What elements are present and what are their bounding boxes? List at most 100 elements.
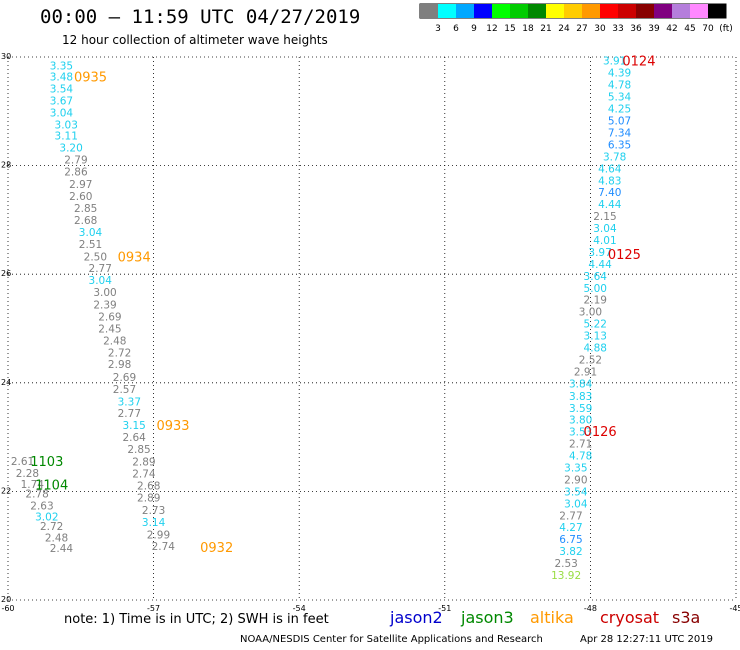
- wave-height-label: 2.97: [69, 179, 92, 191]
- wave-height-label: 7.34: [608, 127, 632, 139]
- y-tick-label: 26: [1, 269, 11, 278]
- x-tick-label: -45: [729, 604, 740, 613]
- colorbar-label: 15: [504, 24, 515, 34]
- wave-height-label: 2.77: [89, 263, 112, 275]
- y-tick-label: 28: [1, 161, 11, 170]
- colorbar-label: 45: [684, 24, 695, 34]
- wave-height-label: 2.72: [40, 521, 63, 533]
- pass-time-label: 0124: [622, 54, 655, 69]
- x-tick-label: -54: [293, 604, 306, 613]
- wave-height-label: 3.04: [564, 498, 588, 510]
- wave-height-label: 3.00: [93, 287, 116, 299]
- legend-item-jason3: jason3: [461, 608, 514, 627]
- wave-height-label: 3.54: [50, 83, 74, 95]
- wave-height-label: 2.86: [64, 167, 88, 179]
- wave-height-label: 3.04: [593, 223, 617, 235]
- y-tick-label: 20: [1, 595, 11, 604]
- wave-height-label: 5.07: [608, 116, 631, 128]
- wave-height-label: 2.28: [16, 468, 39, 480]
- pass-time-label: 0933: [156, 419, 189, 434]
- colorbar-label: (ft): [719, 24, 733, 34]
- colorbar-label: 3: [435, 24, 441, 34]
- wave-height-label: 3.97: [588, 247, 611, 259]
- wave-height-label: 3.84: [569, 378, 593, 390]
- colorbar-swatch: [456, 4, 474, 18]
- wave-height-label: 3.35: [50, 61, 73, 73]
- wave-height-label: 13.92: [551, 570, 581, 582]
- wave-height-label: 4.39: [608, 68, 631, 80]
- colorbar-swatch: [708, 4, 726, 18]
- wave-height-label: 3.13: [584, 331, 607, 343]
- wave-height-label: 3.03: [55, 119, 78, 131]
- wave-height-label: 5.22: [584, 319, 607, 331]
- wave-height-label: 4.27: [559, 522, 582, 534]
- footer-credit: NOAA/NESDIS Center for Satellite Applica…: [240, 634, 543, 645]
- colorbar-swatch: [618, 4, 636, 18]
- wave-height-label: 2.60: [69, 191, 92, 203]
- wave-height-label: 3.78: [603, 151, 626, 163]
- wave-height-label: 2.85: [127, 444, 150, 456]
- colorbar-swatch: [510, 4, 528, 18]
- wave-height-label: 4.78: [608, 80, 631, 92]
- wave-height-label: 5.00: [584, 283, 607, 295]
- colorbar-label: 70: [702, 24, 714, 34]
- colorbar-swatch: [420, 4, 438, 18]
- wave-height-label: 2.51: [79, 239, 102, 251]
- wave-height-label: 2.89: [137, 492, 160, 504]
- wave-height-label: 3.59: [569, 403, 592, 415]
- x-tick-label: -60: [1, 604, 14, 613]
- wave-height-label: 2.99: [147, 529, 170, 541]
- wave-height-label: 4.01: [593, 235, 616, 247]
- wave-height-label: 3.37: [118, 396, 141, 408]
- legend-item-altika: altika: [530, 608, 574, 627]
- wave-height-label: 2.64: [122, 432, 146, 444]
- colorbar-swatch: [438, 4, 456, 18]
- wave-height-label: 2.48: [45, 533, 68, 545]
- page-title: 00:00 – 11:59 UTC 04/27/2019: [40, 6, 361, 28]
- y-tick-label: 24: [1, 378, 11, 387]
- pass-time-label: 0935: [74, 71, 107, 86]
- wave-height-label: 3.53: [569, 427, 592, 439]
- wave-height-label: 2.78: [25, 489, 48, 501]
- wave-height-label: 2.68: [137, 480, 160, 492]
- wave-height-label: 2.72: [108, 347, 131, 359]
- wave-height-label: 3.14: [142, 517, 166, 529]
- x-tick-label: -48: [584, 604, 597, 613]
- wave-height-label: 4.83: [598, 175, 621, 187]
- pass-time-label: 1104: [35, 478, 68, 493]
- colorbar-label: 24: [558, 24, 570, 34]
- colorbar-swatch: [564, 4, 582, 18]
- wave-height-label: 3.82: [559, 546, 582, 558]
- wave-height-label: 2.73: [142, 505, 165, 517]
- colorbar-swatch: [492, 4, 510, 18]
- wave-height-label: 2.15: [593, 211, 616, 223]
- wave-height-label: 2.19: [584, 295, 607, 307]
- wave-height-label: 2.52: [579, 354, 602, 366]
- wave-height-label: 3.11: [55, 131, 78, 143]
- colorbar-label: 12: [486, 24, 497, 34]
- wave-height-label: 2.89: [132, 457, 155, 469]
- legend-item-s3a: s3a: [672, 608, 701, 627]
- colorbar-label: 9: [471, 24, 477, 34]
- wave-height-label: 3.48: [50, 72, 73, 84]
- wave-height-label: 6.75: [559, 534, 582, 546]
- wave-height-label: 4.88: [584, 343, 607, 355]
- colorbar-label: 27: [576, 24, 587, 34]
- colorbar-label: 39: [648, 24, 660, 34]
- plot-area: [8, 57, 736, 600]
- wave-height-label: 5.34: [608, 92, 632, 104]
- wave-height-label: 2.44: [50, 543, 74, 555]
- wave-height-label: 6.35: [608, 139, 631, 151]
- x-tick-label: -51: [438, 604, 451, 613]
- pass-time-label: 0126: [584, 425, 617, 440]
- wave-height-label: 3.54: [564, 486, 588, 498]
- wave-height-label: 3.67: [50, 95, 73, 107]
- wave-height-label: 7.40: [598, 187, 621, 199]
- wave-height-label: 3.04: [89, 275, 113, 287]
- colorbar-swatch: [690, 4, 708, 18]
- wave-height-label: 4.44: [598, 199, 622, 211]
- wave-height-label: 3.15: [122, 420, 145, 432]
- wave-height-label: 2.79: [64, 155, 87, 167]
- pass-time-label: 0934: [118, 250, 151, 265]
